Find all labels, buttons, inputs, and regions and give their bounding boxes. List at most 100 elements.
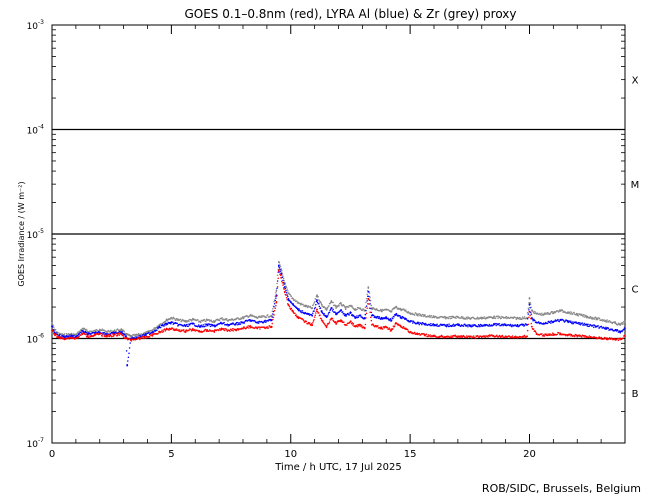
- data-point: [78, 335, 80, 338]
- data-point: [621, 321, 624, 324]
- data-point: [455, 335, 458, 338]
- data-point: [197, 325, 199, 328]
- data-point: [459, 336, 461, 338]
- data-point: [304, 305, 306, 307]
- data-point: [511, 335, 514, 337]
- data-point: [58, 336, 61, 339]
- data-point: [589, 317, 591, 319]
- data-point: [591, 318, 593, 320]
- data-point: [583, 336, 585, 338]
- data-point: [82, 330, 84, 332]
- data-point: [465, 316, 468, 319]
- data-point: [259, 328, 261, 330]
- data-point: [173, 329, 176, 332]
- data-point: [500, 317, 502, 319]
- data-point: [484, 335, 486, 337]
- data-point: [119, 330, 121, 333]
- data-point: [598, 327, 601, 329]
- data-point: [278, 267, 281, 269]
- data-point: [320, 317, 322, 320]
- data-point: [280, 268, 283, 271]
- data-point: [370, 304, 373, 307]
- data-point: [617, 322, 620, 324]
- data-point: [523, 336, 525, 338]
- data-point: [425, 333, 428, 335]
- data-point: [237, 323, 239, 326]
- data-point: [205, 320, 207, 322]
- data-point: [145, 332, 147, 335]
- data-point: [344, 308, 347, 311]
- data-point: [243, 326, 246, 328]
- data-point: [430, 322, 432, 325]
- data-point: [158, 331, 161, 334]
- data-point: [104, 332, 107, 335]
- data-point: [283, 286, 286, 289]
- data-point: [378, 316, 380, 318]
- data-point: [483, 325, 486, 327]
- data-point: [435, 316, 438, 318]
- data-point: [316, 308, 318, 311]
- data-point: [263, 326, 266, 329]
- data-point: [294, 299, 296, 301]
- data-point: [407, 319, 410, 322]
- data-point: [594, 316, 597, 319]
- data-point: [203, 325, 206, 328]
- data-point: [56, 332, 58, 334]
- data-point: [104, 334, 107, 336]
- data-point: [418, 332, 420, 335]
- data-point: [503, 323, 506, 325]
- data-point: [161, 329, 163, 331]
- data-point: [570, 320, 572, 322]
- data-point: [423, 314, 426, 317]
- data-point: [404, 309, 407, 312]
- data-point: [542, 334, 545, 336]
- data-point: [504, 335, 507, 338]
- data-point: [528, 302, 530, 304]
- data-point: [137, 332, 140, 335]
- data-point: [197, 329, 199, 332]
- data-point: [387, 328, 390, 330]
- data-point: [528, 297, 531, 300]
- data-point: [306, 306, 309, 309]
- data-point: [411, 322, 414, 324]
- data-point: [526, 329, 529, 332]
- data-point: [213, 325, 216, 327]
- data-point: [51, 329, 53, 332]
- data-point: [103, 332, 106, 334]
- data-point: [204, 323, 206, 325]
- data-point: [290, 308, 292, 311]
- data-point: [137, 337, 139, 340]
- data-point: [334, 312, 337, 314]
- data-point: [140, 333, 142, 335]
- data-point: [263, 320, 266, 323]
- data-point: [279, 265, 282, 268]
- data-point: [455, 317, 457, 320]
- data-point: [227, 329, 230, 332]
- data-point: [213, 320, 216, 323]
- data-point: [324, 323, 326, 325]
- data-point: [52, 330, 54, 332]
- data-point: [327, 313, 330, 315]
- data-point: [177, 329, 180, 332]
- data-point: [295, 314, 297, 316]
- data-point: [298, 308, 300, 310]
- data-point: [529, 303, 532, 305]
- data-point: [581, 322, 584, 324]
- data-point: [279, 268, 281, 271]
- data-point: [535, 321, 538, 324]
- data-point: [77, 333, 80, 336]
- data-point: [450, 335, 452, 337]
- data-point: [276, 274, 279, 276]
- data-point: [315, 298, 317, 300]
- data-point: [514, 324, 517, 326]
- data-point: [274, 299, 276, 302]
- data-point: [534, 330, 537, 333]
- data-point: [86, 333, 89, 336]
- data-point: [401, 317, 403, 320]
- data-point: [378, 326, 381, 329]
- data-point: [311, 314, 314, 317]
- data-point: [433, 323, 435, 326]
- data-point: [171, 317, 174, 320]
- data-point: [129, 342, 131, 344]
- data-point: [619, 338, 622, 341]
